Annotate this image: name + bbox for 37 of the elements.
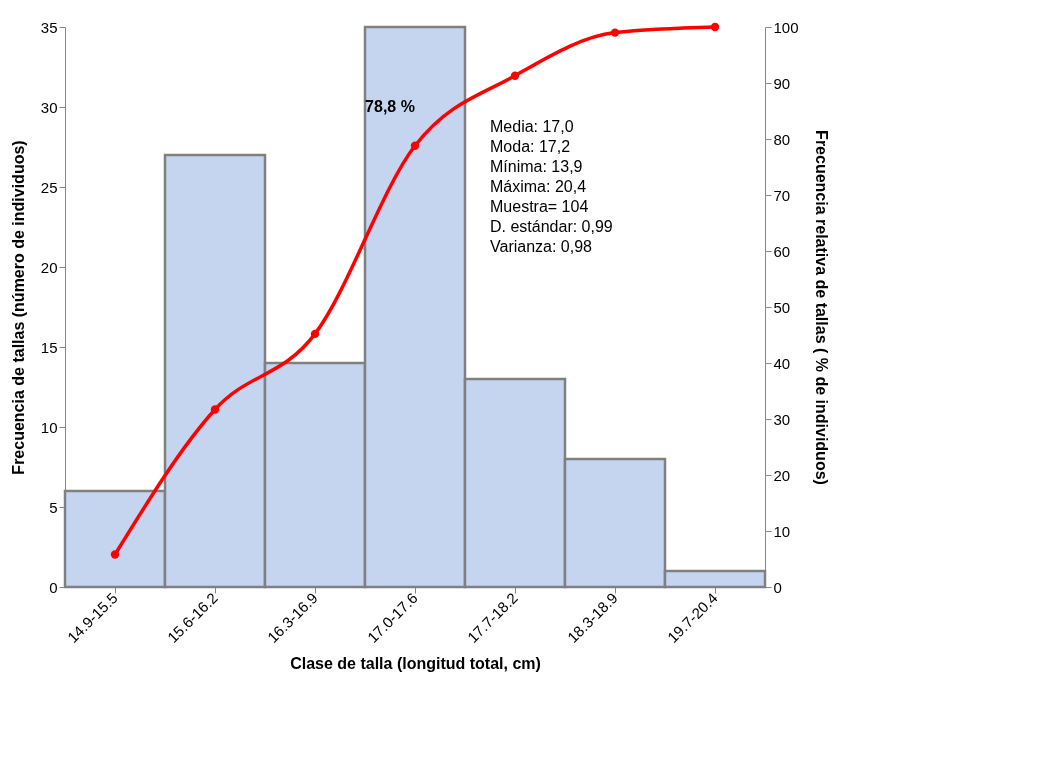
annotation: Muestra= 104: [490, 198, 589, 215]
annotation: Varianza: 0,98: [490, 238, 593, 255]
point: [110, 550, 120, 559]
y-tick-label: 20: [40, 258, 58, 276]
y-tick-label: 5: [49, 498, 58, 516]
y-axis-title: Frecuencia de tallas (número de individuos): [9, 140, 27, 475]
y-tick-label: 25: [40, 178, 58, 196]
y2-axis-title: Frecuencia relativa de tallas ( % de individuos): [812, 130, 830, 485]
y2-tick-label: 50: [773, 298, 791, 316]
point: [510, 71, 520, 80]
y2-tick-label: 10: [773, 522, 791, 540]
y2-tick-label: 30: [773, 410, 791, 428]
point: [610, 28, 620, 37]
annotation: Media: 17,0: [490, 118, 574, 135]
y-tick-label: 15: [40, 338, 58, 356]
y2-tick-label: 100: [773, 18, 799, 36]
annotation: Mínima: 13,9: [490, 158, 583, 175]
y-tick-label: 10: [40, 418, 58, 436]
point: [210, 405, 220, 414]
annotation: Moda: 17,2: [490, 138, 571, 155]
y2-tick-label: 20: [773, 466, 791, 484]
y2-tick-label: 80: [773, 130, 791, 148]
y-tick-label: 35: [40, 18, 58, 36]
point: [710, 22, 720, 32]
y2-tick-label: 90: [773, 74, 791, 92]
x-axis-title: Clase de talla (longitud total, cm): [290, 654, 541, 672]
point: [310, 329, 320, 339]
y2-tick-label: 40: [773, 354, 791, 372]
y2-tick-label: 0: [773, 578, 782, 596]
annotation: 78,8 %: [365, 98, 415, 115]
annotation: Máxima: 20,4: [490, 178, 587, 195]
y2-tick-label: 70: [773, 186, 791, 204]
annotation: D. estándar: 0,99: [490, 218, 613, 235]
y-tick-label: 0: [49, 578, 58, 596]
y-tick-label: 30: [40, 98, 58, 116]
y2-tick-label: 60: [773, 242, 791, 260]
point: [410, 141, 420, 150]
